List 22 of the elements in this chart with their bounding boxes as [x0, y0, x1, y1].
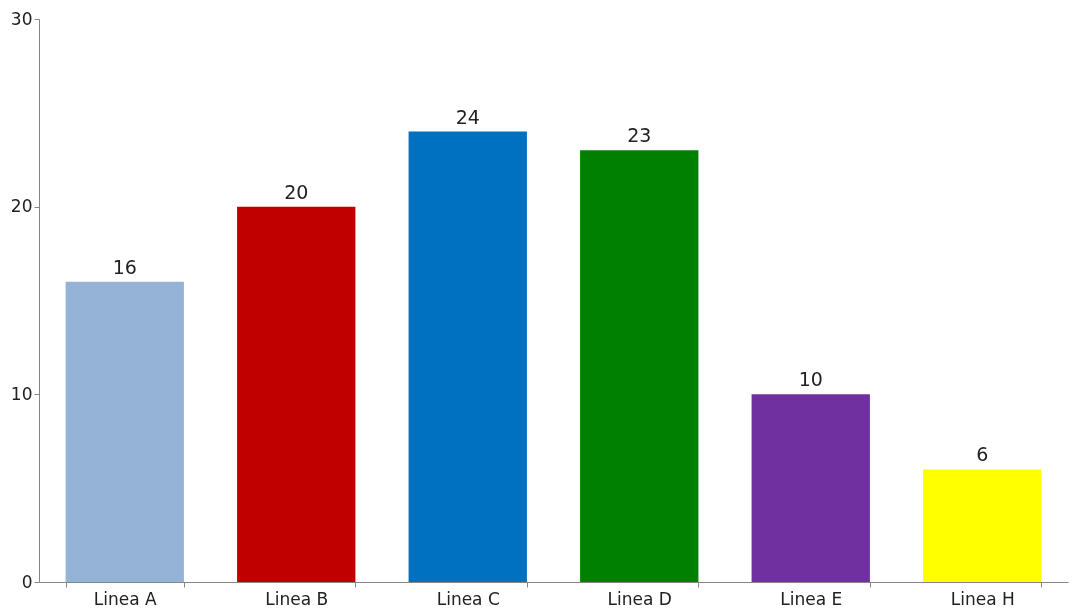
bar	[580, 150, 699, 582]
y-tick-label: 20	[10, 196, 33, 217]
x-tick-label: Linea H	[950, 588, 1015, 609]
y-tick-label: 10	[10, 383, 33, 404]
data-label: 23	[627, 124, 652, 147]
bar	[65, 281, 184, 582]
data-label: 10	[798, 368, 823, 391]
data-label: 6	[976, 443, 989, 466]
x-tick-label: Linea E	[780, 588, 843, 609]
y-tick-label: 30	[10, 8, 33, 29]
x-tick-label: Linea C	[436, 588, 500, 609]
bar	[923, 469, 1042, 582]
bar	[751, 394, 870, 582]
data-label: 24	[455, 105, 480, 128]
bar	[408, 131, 527, 582]
y-tick-label: 0	[21, 571, 33, 592]
bar	[237, 206, 356, 582]
data-label: 20	[284, 180, 309, 203]
x-tick-label: Linea B	[265, 588, 329, 609]
data-label: 16	[112, 255, 137, 278]
x-tick-label: Linea A	[93, 588, 158, 609]
x-tick-label: Linea D	[607, 588, 672, 609]
